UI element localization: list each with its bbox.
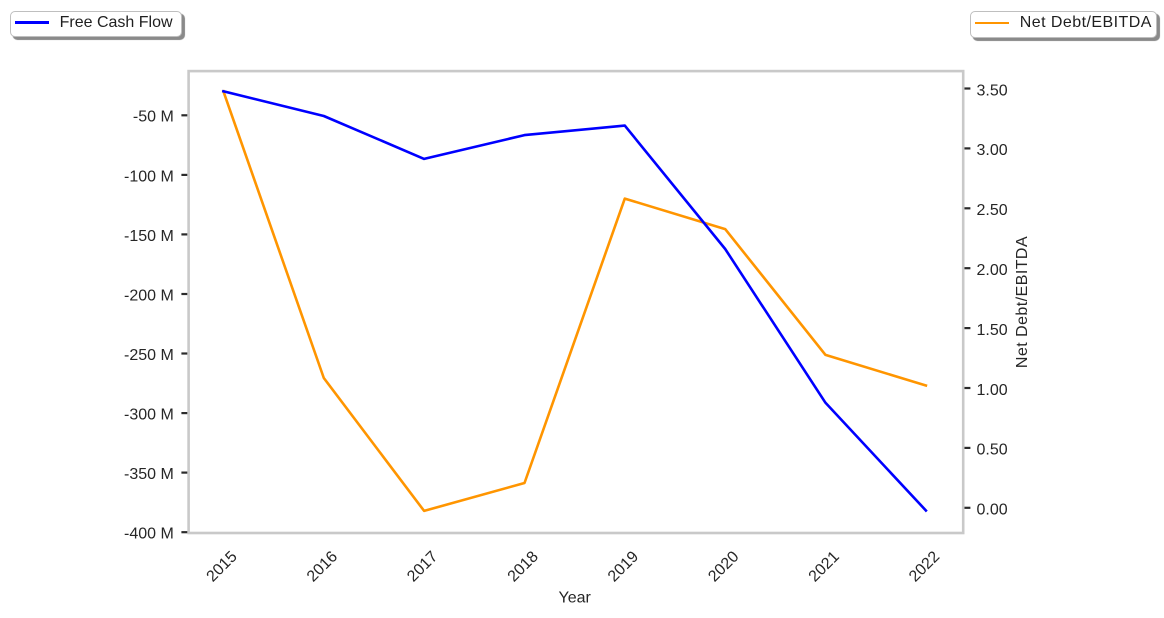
svg-text:3.00: 3.00 <box>977 142 1008 159</box>
svg-text:2022: 2022 <box>906 548 943 585</box>
svg-text:-100 M: -100 M <box>124 168 174 185</box>
svg-text:2019: 2019 <box>605 548 642 585</box>
svg-text:2021: 2021 <box>806 548 843 585</box>
svg-text:2.00: 2.00 <box>977 262 1008 279</box>
svg-text:1.00: 1.00 <box>977 382 1008 399</box>
svg-text:Year: Year <box>559 590 592 607</box>
svg-text:-250 M: -250 M <box>124 347 174 364</box>
svg-text:-200 M: -200 M <box>124 287 174 304</box>
svg-text:Net Debt/EBITDA: Net Debt/EBITDA <box>1014 236 1031 368</box>
svg-text:-300 M: -300 M <box>124 407 174 424</box>
svg-text:0.50: 0.50 <box>977 442 1008 459</box>
svg-text:2.50: 2.50 <box>977 202 1008 219</box>
svg-text:-400 M: -400 M <box>124 526 174 543</box>
svg-text:0.00: 0.00 <box>977 502 1008 519</box>
svg-text:2017: 2017 <box>404 548 441 585</box>
svg-text:2016: 2016 <box>304 548 341 585</box>
svg-text:-350 M: -350 M <box>124 466 174 483</box>
svg-text:2018: 2018 <box>505 548 542 585</box>
svg-text:3.50: 3.50 <box>977 82 1008 99</box>
svg-text:2020: 2020 <box>705 548 742 585</box>
svg-text:-150 M: -150 M <box>124 228 174 245</box>
svg-text:1.50: 1.50 <box>977 322 1008 339</box>
svg-text:-50 M: -50 M <box>133 109 174 126</box>
svg-text:2015: 2015 <box>204 548 241 585</box>
